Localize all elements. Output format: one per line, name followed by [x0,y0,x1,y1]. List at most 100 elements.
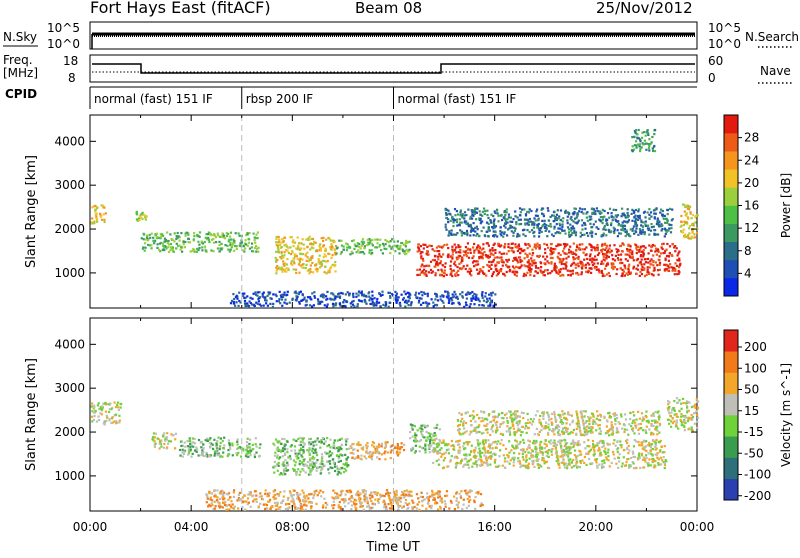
data-cell [464,454,466,456]
data-cell [155,433,157,435]
data-cell [612,451,614,453]
data-cell [565,264,567,266]
data-cell [326,460,328,462]
data-cell [388,245,390,247]
data-cell [619,245,621,247]
data-cell [561,226,563,228]
nave-tick-low: 0 [708,71,716,85]
data-cell [473,252,475,254]
data-cell [515,223,517,225]
data-cell [414,436,416,438]
data-cell [458,412,460,414]
data-cell [538,235,540,237]
data-cell [472,462,474,464]
data-cell [378,292,380,294]
data-cell [516,259,518,261]
data-cell [624,428,626,430]
data-cell [565,210,567,212]
data-cell [653,213,655,215]
data-cell [567,456,569,458]
data-cell [443,459,445,461]
data-cell [609,208,611,210]
data-cell [456,219,458,221]
data-cell [577,263,579,265]
data-cell [575,433,577,435]
data-cell [440,256,442,258]
data-cell [556,223,558,225]
data-cell [415,296,417,298]
data-cell [683,204,685,206]
data-cell [640,261,642,263]
data-cell [587,416,589,418]
data-cell [648,217,650,219]
freq-tick-low: 8 [68,71,76,85]
data-cell [435,263,437,265]
data-cell [627,208,629,210]
data-cell [458,246,460,248]
data-cell [624,465,626,467]
data-cell [434,274,436,276]
cpid-segment-label: rbsp 200 IF [246,92,313,106]
data-cell [593,451,595,453]
data-cell [636,147,638,149]
data-cell [420,291,422,293]
data-cell [295,453,297,455]
data-cell [643,249,645,251]
data-cell [296,298,298,300]
data-cell [183,243,185,245]
data-cell [530,452,532,454]
data-cell [432,259,434,261]
data-cell [650,230,652,232]
data-cell [500,226,502,228]
data-cell [494,252,496,254]
data-cell [540,266,542,268]
data-cell [561,410,563,412]
data-cell [529,253,531,255]
data-cell [200,441,202,443]
data-cell [396,447,398,449]
data-cell [198,244,200,246]
data-cell [490,451,492,453]
data-cell [394,250,396,252]
data-cell [181,440,183,442]
data-cell [118,415,120,417]
data-cell [531,456,533,458]
data-cell [621,465,623,467]
data-cell [497,466,499,468]
data-cell [691,217,693,219]
data-cell [297,468,299,470]
data-cell [108,419,110,421]
data-cell [599,271,601,273]
data-cell [202,444,204,446]
data-cell [115,414,117,416]
data-cell [170,440,172,442]
data-cell [285,467,287,469]
data-cell [205,455,207,457]
data-cell [156,247,158,249]
data-cell [254,242,256,244]
data-cell [564,439,566,441]
data-cell [577,455,579,457]
data-cell [626,231,628,233]
data-cell [332,305,334,307]
data-cell [433,427,435,429]
data-cell [529,231,531,233]
data-cell [240,456,242,458]
data-cell [612,442,614,444]
data-cell [682,231,684,233]
data-cell [606,223,608,225]
data-cell [665,268,667,270]
data-cell [116,404,118,406]
data-cell [694,221,696,223]
data-cell [664,222,666,224]
data-cell [289,236,291,238]
data-cell [602,275,604,277]
data-cell [457,440,459,442]
data-cell [434,448,436,450]
data-cell [531,249,533,251]
data-cell [617,229,619,231]
data-cell [484,295,486,297]
data-cell [470,252,472,254]
data-cell [634,456,636,458]
